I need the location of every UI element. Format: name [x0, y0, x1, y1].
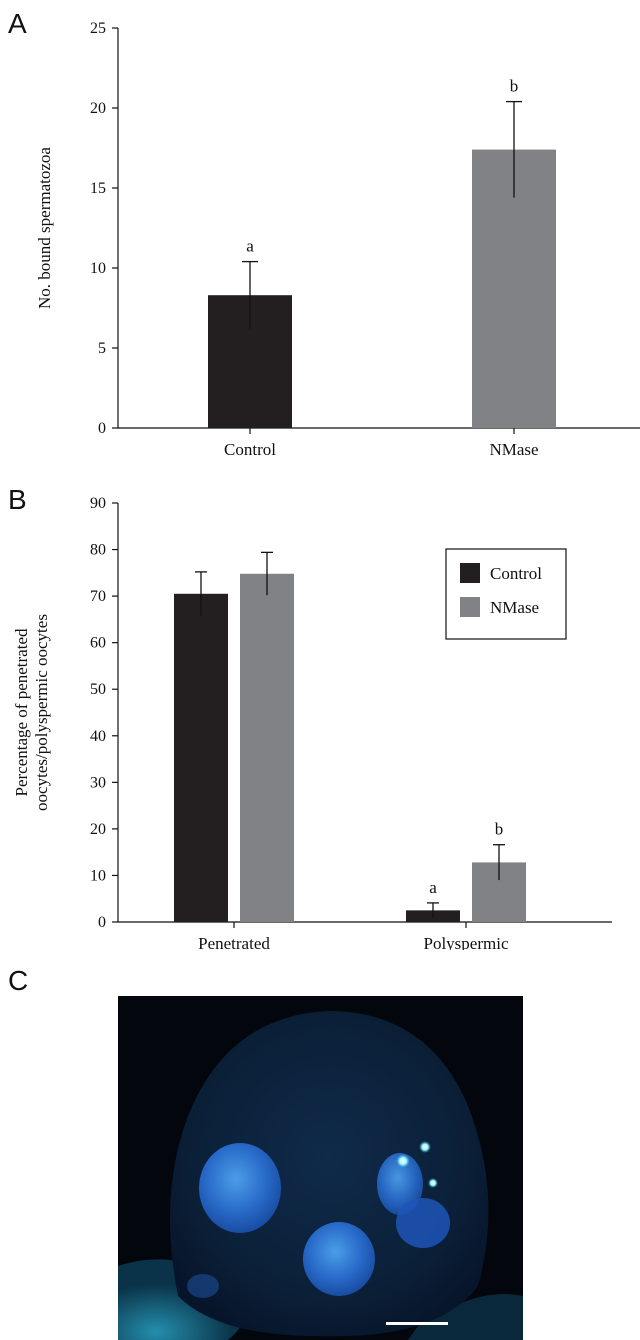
x-category-label: NMase [489, 440, 538, 459]
legend-swatch-nmase [460, 597, 480, 617]
y-tick-label: 10 [90, 867, 106, 884]
y-tick-label: 60 [90, 635, 106, 652]
y-tick-label: 0 [98, 914, 106, 931]
y-tick-label: 40 [90, 728, 106, 745]
y-tick-label: 5 [98, 340, 106, 357]
significance-label: b [510, 77, 519, 96]
fluorescence-micrograph [118, 996, 523, 1340]
y-tick-label: 25 [90, 20, 106, 37]
x-category-label: Polyspermic [424, 934, 509, 950]
y-tick-label: 20 [90, 100, 106, 117]
bar-penetrated-nmase [240, 573, 294, 922]
y-tick-label: 20 [90, 821, 106, 838]
chart-a: 0 5 10 15 20 25 No. bound spermatozoa a Control b… [35, 20, 640, 459]
y-axis-title: No. bound spermatozoa [35, 147, 54, 309]
y-tick-label: 15 [90, 180, 106, 197]
y-tick-label: 30 [90, 774, 106, 791]
y-tick-label: 50 [90, 681, 106, 698]
y-tick-label: 90 [90, 495, 106, 512]
x-category-label: Control [224, 440, 276, 459]
x-category-label: Penetrated [198, 934, 270, 950]
scale-bar [386, 1322, 448, 1325]
legend-box [445, 548, 567, 640]
y-tick-label: 0 [98, 420, 106, 437]
panel-label-a: A [8, 8, 27, 39]
legend-swatch-control [460, 563, 480, 583]
significance-label: a [246, 237, 254, 256]
panel-label-b: B [8, 484, 27, 515]
significance-label: b [495, 820, 504, 839]
y-tick-label: 70 [90, 588, 106, 605]
y-axis-title-line-1: Percentage of penetrated [12, 628, 31, 797]
y-tick-label: 10 [90, 260, 106, 277]
y-tick-label: 80 [90, 542, 106, 559]
panel-label-c: C [8, 965, 29, 996]
micrograph-image [118, 996, 523, 1340]
legend-label-control: Control [490, 564, 542, 583]
legend-label-nmase: NMase [490, 598, 539, 617]
y-axis-title-line-2: oocytes/polyspermic oocytes [32, 614, 51, 811]
chart-b: 0 10 20 30 40 50 60 70 80 90 Percentage of penetra… [12, 495, 612, 950]
significance-label: a [429, 878, 437, 897]
bar-penetrated-control [174, 593, 228, 922]
